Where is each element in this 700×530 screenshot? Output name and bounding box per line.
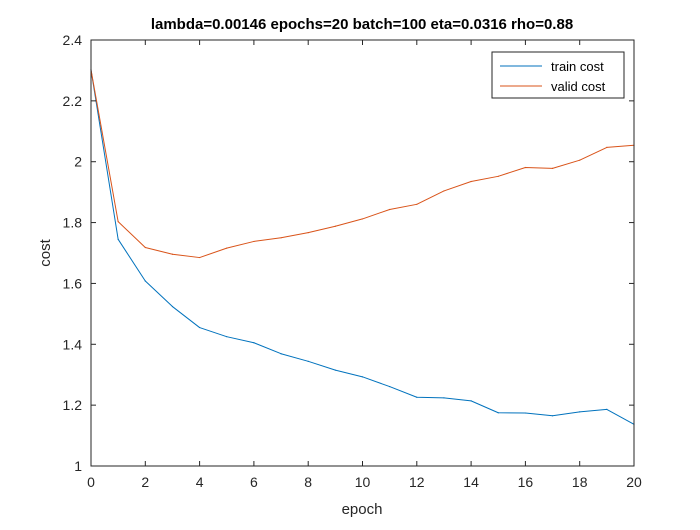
series-layer: [90, 69, 635, 425]
legend-label-valid-cost: valid cost: [551, 79, 606, 94]
legend: train cost valid cost: [491, 51, 625, 99]
data-point-train-cost: [253, 342, 255, 344]
data-point-train-cost: [497, 412, 499, 414]
x-tick-label: 0: [87, 474, 95, 490]
data-point-valid-cost: [497, 175, 499, 177]
x-tick-label: 18: [572, 474, 588, 490]
data-point-valid-cost: [389, 208, 391, 211]
data-point-train-cost: [226, 336, 228, 338]
data-point-train-cost: [443, 397, 445, 399]
data-point-valid-cost: [579, 159, 581, 161]
data-point-train-cost: [334, 369, 336, 371]
data-point-train-cost: [579, 411, 581, 413]
y-tick-label: 1.6: [63, 275, 83, 291]
data-point-train-cost: [117, 238, 119, 240]
data-point-valid-cost: [253, 240, 255, 243]
data-point-train-cost: [171, 305, 174, 308]
data-point-valid-cost: [144, 246, 146, 249]
y-tick-label: 1: [74, 458, 82, 474]
ticks-layer: 0 2 4 6 8 10 12 14 16 18 20 1 1.2 1.4 1.6 1.8 2 2.2 2.4: [63, 32, 642, 490]
y-tick-label: 2.4: [63, 32, 83, 48]
data-point-valid-cost: [470, 180, 472, 183]
data-point-train-cost: [606, 408, 608, 410]
data-point-valid-cost: [524, 166, 527, 169]
data-point-train-cost: [416, 396, 418, 398]
x-tick-label: 16: [518, 474, 534, 490]
legend-box: [491, 51, 625, 99]
data-point-train-cost: [361, 376, 364, 378]
legend-label-train-cost: train cost: [551, 59, 604, 74]
data-point-train-cost: [470, 400, 472, 402]
data-point-valid-cost: [117, 221, 119, 223]
data-point-valid-cost: [199, 256, 201, 259]
data-point-train-cost: [280, 353, 282, 355]
y-tick-label: 1.8: [63, 215, 83, 231]
data-point-train-cost: [524, 412, 527, 414]
data-point-valid-cost: [280, 237, 282, 239]
y-axis-title: cost: [37, 238, 54, 266]
data-point-train-cost: [389, 385, 391, 388]
plot-background: [91, 40, 634, 466]
x-axis-title: epoch: [342, 501, 383, 518]
x-tick-label: 6: [250, 474, 258, 490]
x-tick-label: 8: [304, 474, 312, 490]
data-point-valid-cost: [361, 218, 364, 220]
data-point-valid-cost: [226, 247, 228, 249]
x-tick-label: 10: [355, 474, 371, 490]
data-point-train-cost: [307, 360, 309, 362]
data-point-valid-cost: [171, 253, 174, 255]
data-point-valid-cost: [307, 232, 309, 234]
x-tick-label: 20: [626, 474, 642, 490]
data-point-valid-cost: [606, 146, 608, 149]
y-tick-label: 1.4: [63, 336, 83, 352]
data-point-valid-cost: [416, 203, 418, 205]
x-tick-label: 14: [463, 474, 479, 490]
x-tick-label: 12: [409, 474, 425, 490]
data-point-train-cost: [144, 280, 146, 282]
x-tick-label: 4: [196, 474, 204, 490]
data-point-train-cost: [199, 326, 201, 329]
y-tick-label: 1.2: [63, 397, 83, 413]
data-point-train-cost: [551, 415, 554, 417]
chart-title: lambda=0.00146 epochs=20 batch=100 eta=0…: [151, 16, 573, 33]
data-point-valid-cost: [443, 190, 445, 192]
data-point-valid-cost: [334, 225, 336, 227]
data-point-valid-cost: [551, 167, 554, 170]
y-tick-label: 2: [74, 154, 82, 170]
y-tick-label: 2.2: [63, 93, 83, 109]
x-tick-label: 2: [141, 474, 149, 490]
